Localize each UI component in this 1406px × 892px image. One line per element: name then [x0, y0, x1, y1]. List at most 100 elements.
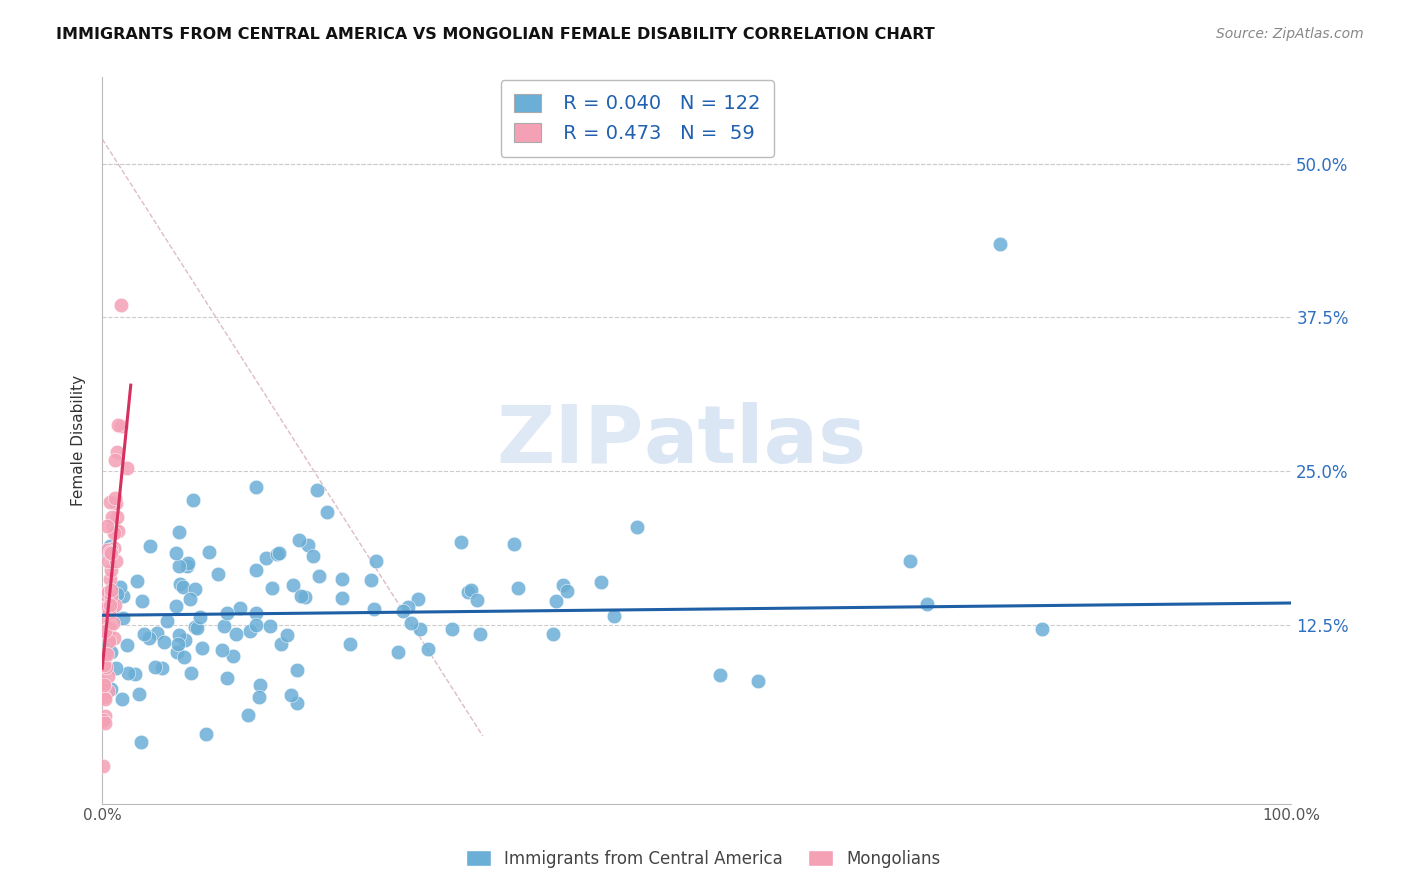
Point — [100, 510, 122, 524]
Point — [107, 418, 129, 433]
Point — [104, 524, 127, 539]
Point — [747, 673, 769, 688]
Point — [94, 691, 117, 706]
Point — [364, 554, 387, 568]
Point — [111, 589, 134, 603]
Point — [392, 604, 415, 618]
Point — [107, 510, 129, 524]
Point — [111, 692, 134, 706]
Point — [105, 496, 128, 510]
Point — [156, 615, 179, 629]
Point — [179, 591, 201, 606]
Point — [98, 598, 121, 612]
Point — [105, 661, 128, 675]
Point — [360, 573, 382, 587]
Point — [104, 598, 127, 612]
Point — [97, 684, 120, 698]
Point — [181, 492, 204, 507]
Point — [191, 640, 214, 655]
Point — [93, 624, 115, 639]
Point — [150, 661, 173, 675]
Point — [93, 676, 115, 690]
Point — [115, 461, 138, 475]
Point — [96, 632, 118, 647]
Point — [172, 580, 194, 594]
Point — [124, 666, 146, 681]
Point — [97, 628, 120, 642]
Legend: Immigrants from Central America, Mongolians: Immigrants from Central America, Mongoli… — [458, 844, 948, 875]
Point — [285, 663, 308, 677]
Point — [100, 546, 122, 560]
Point — [339, 637, 361, 651]
Point — [239, 624, 262, 638]
Point — [285, 696, 308, 710]
Point — [363, 601, 385, 615]
Point — [91, 713, 114, 727]
Text: Source: ZipAtlas.com: Source: ZipAtlas.com — [1216, 27, 1364, 41]
Point — [94, 651, 117, 665]
Point — [387, 645, 409, 659]
Point — [96, 543, 118, 558]
Point — [308, 569, 330, 583]
Point — [330, 591, 353, 606]
Point — [238, 708, 260, 723]
Point — [93, 690, 115, 704]
Point — [153, 634, 176, 648]
Legend:  R = 0.040   N = 122,  R = 0.473   N =  59: R = 0.040 N = 122, R = 0.473 N = 59 — [501, 80, 775, 157]
Point — [266, 547, 288, 561]
Point — [166, 644, 188, 658]
Point — [100, 645, 122, 659]
Point — [591, 574, 613, 589]
Point — [183, 582, 205, 596]
Point — [128, 687, 150, 701]
Point — [94, 709, 117, 723]
Point — [110, 418, 132, 433]
Point — [330, 572, 353, 586]
Point — [186, 621, 208, 635]
Point — [101, 591, 124, 605]
Point — [93, 678, 115, 692]
Point — [138, 539, 160, 553]
Point — [105, 587, 128, 601]
Point — [110, 298, 132, 312]
Text: ZIP: ZIP — [496, 401, 644, 480]
Point — [108, 580, 131, 594]
Point — [98, 634, 121, 648]
Point — [94, 601, 117, 615]
Point — [508, 581, 530, 595]
Point — [105, 445, 128, 459]
Point — [194, 726, 217, 740]
Point — [245, 480, 267, 494]
Point — [294, 590, 316, 604]
Point — [104, 452, 127, 467]
Point — [276, 628, 298, 642]
Point — [1031, 622, 1053, 636]
Point — [134, 626, 156, 640]
Point — [283, 578, 305, 592]
Point — [97, 669, 120, 683]
Point — [468, 627, 491, 641]
Point — [101, 599, 124, 614]
Point — [93, 587, 115, 601]
Point — [245, 606, 267, 620]
Point — [176, 559, 198, 574]
Point — [302, 549, 325, 563]
Point — [225, 627, 247, 641]
Point — [297, 538, 319, 552]
Point — [900, 554, 922, 568]
Point — [450, 535, 472, 549]
Point — [107, 524, 129, 539]
Point — [167, 637, 190, 651]
Point — [98, 621, 121, 635]
Point — [290, 589, 312, 603]
Point — [245, 618, 267, 632]
Point — [131, 594, 153, 608]
Point — [555, 583, 578, 598]
Point — [103, 615, 125, 630]
Point — [115, 638, 138, 652]
Point — [503, 537, 526, 551]
Point — [91, 615, 114, 630]
Point — [103, 600, 125, 615]
Point — [91, 759, 114, 773]
Point — [229, 600, 252, 615]
